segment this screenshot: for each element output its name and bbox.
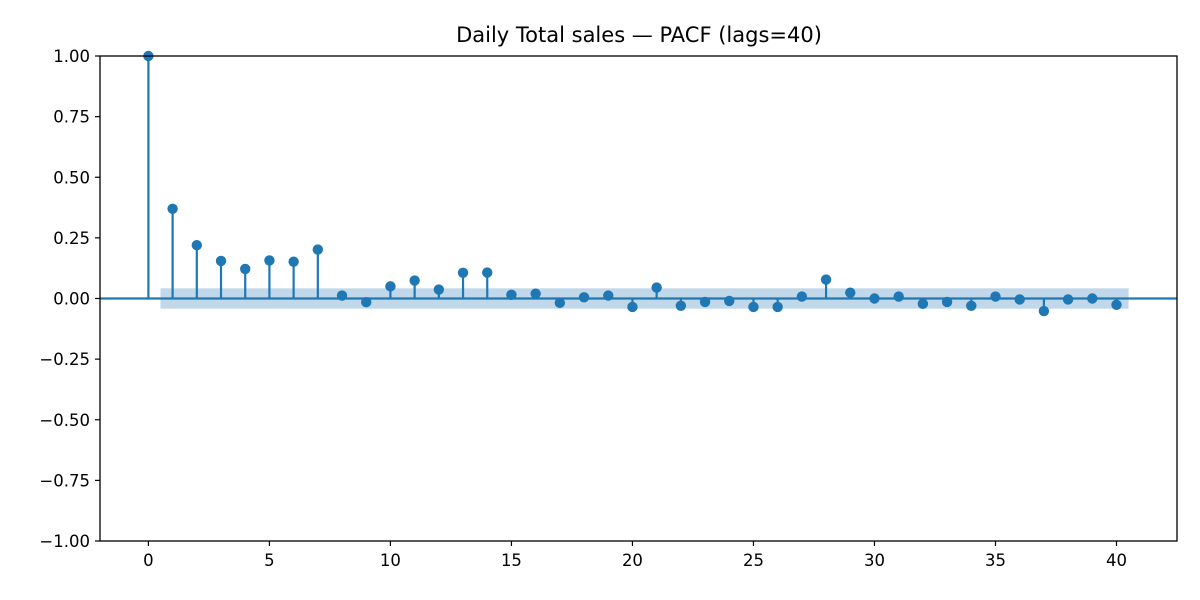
y-tick-label: 0.75 <box>53 108 90 127</box>
stem-marker <box>990 291 1001 302</box>
x-tick-label: 25 <box>743 551 764 570</box>
stem-marker <box>675 300 687 311</box>
stem-marker <box>869 293 880 304</box>
stem-layer <box>100 50 1177 317</box>
y-tick-label: 1.00 <box>53 47 90 66</box>
stem-marker <box>385 281 396 292</box>
y-tick-label: −0.25 <box>39 350 90 369</box>
stem-marker <box>1111 299 1122 311</box>
x-tick-label: 15 <box>501 551 522 570</box>
stem-marker <box>409 275 420 286</box>
stem-marker <box>482 267 493 278</box>
stem-marker <box>603 290 614 301</box>
stem-marker <box>820 274 832 285</box>
stem-marker <box>917 298 929 310</box>
stem-marker <box>191 239 203 251</box>
stem-marker <box>966 300 977 311</box>
x-tick-label: 20 <box>622 551 643 570</box>
x-tick-label: 40 <box>1106 551 1127 570</box>
x-tick-label: 30 <box>864 551 885 570</box>
x-tick-label: 5 <box>264 551 275 570</box>
stem-marker <box>361 296 372 308</box>
stem-marker <box>578 292 590 303</box>
stem-marker <box>941 296 953 308</box>
stem-marker <box>240 263 251 275</box>
stem-marker <box>699 296 711 308</box>
stem-marker <box>167 203 178 214</box>
chart-title: Daily Total sales — PACF (lags=40) <box>456 23 822 47</box>
stem-marker <box>264 255 275 266</box>
stem-marker <box>1038 305 1050 317</box>
axes: 0 5 10 15 20 25 30 35 40 −1.00 −0.75 −0.50 −0.25 0.00… <box>39 47 1178 570</box>
y-tick-label: −0.75 <box>39 471 90 490</box>
y-tick-label: −0.50 <box>39 411 90 430</box>
y-tick-label: 0.25 <box>53 229 90 248</box>
y-tick-label: 0.50 <box>53 168 90 187</box>
stem-marker <box>796 291 808 302</box>
stem-marker <box>312 244 324 255</box>
stem-marker <box>1087 293 1098 304</box>
stem-marker <box>457 267 469 278</box>
y-tick-label: 0.00 <box>53 290 90 309</box>
stem-marker <box>772 301 783 313</box>
stem-marker <box>724 295 735 307</box>
x-tick-label: 0 <box>143 551 154 570</box>
stem-marker <box>288 256 299 267</box>
x-tick-label: 35 <box>985 551 1006 570</box>
stem-marker <box>1062 294 1074 305</box>
stem-marker <box>893 291 904 302</box>
stem-marker <box>651 282 662 293</box>
x-tick-label: 10 <box>380 551 401 570</box>
y-tick-label: −1.00 <box>39 532 90 551</box>
stem-marker <box>627 301 638 313</box>
stem-marker <box>433 284 445 295</box>
stem-marker <box>748 301 759 313</box>
stem-marker <box>336 290 348 301</box>
stem-marker <box>554 297 566 309</box>
stem-marker <box>845 287 856 298</box>
stem-marker <box>530 288 541 299</box>
stem-marker <box>1014 294 1025 305</box>
stem-marker <box>215 255 227 267</box>
stem-marker <box>506 289 517 301</box>
